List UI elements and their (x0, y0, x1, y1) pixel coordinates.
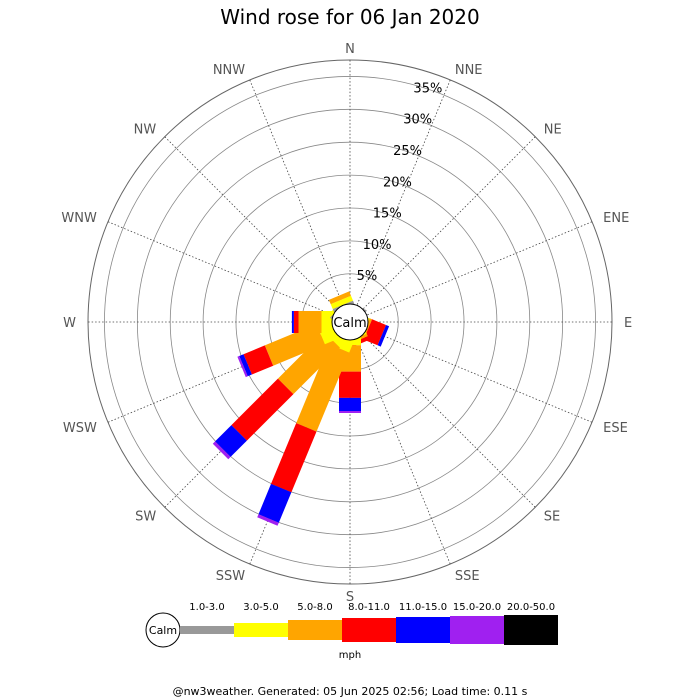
legend-bin-label: 8.0-11.0 (348, 602, 390, 613)
outer-circle (87, 59, 613, 585)
direction-label-ssw: SSW (216, 569, 246, 584)
direction-label-sw: SW (135, 510, 156, 525)
spoke-ne (360, 136, 536, 312)
legend-swatch-3.0-5.0 (234, 623, 288, 637)
sector-ssw-bin-3 (271, 423, 317, 493)
spoke-ese (364, 327, 593, 423)
calm-label: Calm (333, 316, 366, 331)
spoke-se (360, 332, 536, 508)
sector-wsw-bin-2 (264, 324, 325, 366)
sector-ese-bin-4 (377, 325, 390, 347)
direction-label-nne: NNE (455, 63, 483, 78)
radial-tick-label: 25% (393, 144, 422, 159)
sector-ssw-bin-5 (257, 514, 279, 526)
direction-label-s: S (346, 590, 354, 605)
legend-swatch-11.0-15.0 (396, 617, 450, 643)
spoke-wnw (107, 221, 336, 317)
legend-bin-label: 15.0-20.0 (453, 602, 501, 613)
radial-tick-label: 15% (373, 207, 402, 222)
direction-label-ene: ENE (603, 211, 629, 226)
radial-tick-label: 30% (403, 113, 432, 128)
sector-sw-bin-2 (277, 332, 340, 395)
legend-bin-label: 3.0-5.0 (243, 602, 278, 613)
radial-tick-label: 10% (363, 238, 392, 253)
legend-swatch-5.0-8.0 (288, 620, 342, 640)
spoke-nw (164, 136, 340, 312)
direction-label-nnw: NNW (213, 63, 245, 78)
direction-label-ese: ESE (603, 421, 628, 436)
sector-s-bin-3 (339, 371, 361, 398)
legend-swatch-8.0-11.0 (342, 618, 396, 642)
sector-ssw-bin-2 (296, 344, 350, 432)
sector-nnw-bin-2 (328, 291, 351, 305)
legend-bin-label: 20.0-50.0 (507, 602, 555, 613)
radial-tick-label: 5% (357, 269, 378, 284)
direction-label-ne: NE (544, 122, 562, 137)
sector-wsw-bin-4 (239, 354, 252, 377)
legend-swatch-20.0-50.0 (504, 615, 558, 645)
calm-circle (331, 303, 369, 341)
legend-swatch-1.0-3.0 (180, 626, 234, 634)
footer-text: @nw3weather. Generated: 05 Jun 2025 02:5… (173, 685, 528, 698)
sector-wsw-bin-3 (243, 345, 274, 375)
legend-swatch-15.0-20.0 (450, 616, 504, 644)
legend-calm-label: Calm (149, 624, 177, 637)
direction-label-se: SE (544, 510, 560, 525)
direction-label-nw: NW (134, 122, 157, 137)
legend-unit-label: mph (339, 650, 361, 661)
spoke-nnw (249, 79, 345, 308)
direction-label-wsw: WSW (63, 421, 97, 436)
sector-ssw-bin-4 (258, 483, 292, 523)
sector-w-bin-3 (293, 311, 299, 333)
chart-title: Wind rose for 06 Jan 2020 (220, 5, 479, 29)
sector-sw-bin-5 (212, 441, 231, 460)
spoke-sse (355, 336, 451, 565)
sector-wsw-bin-5 (237, 356, 248, 378)
sector-w-bin-2 (298, 311, 322, 333)
legend: Calm 1.0-3.0 3.0-5.0 5.0-8.0 8.0-11.0 11.0-15… (145, 602, 558, 661)
spoke-nne (355, 79, 451, 308)
legend-bin-label: 5.0-8.0 (297, 602, 332, 613)
spoke-wsw (107, 327, 336, 423)
grid-circle (169, 141, 531, 503)
direction-label-n: N (345, 42, 355, 57)
sector-w-bin-4 (291, 311, 294, 333)
sector-nnw-bin-1 (330, 295, 353, 309)
sector-ese-bin-3 (363, 319, 386, 346)
legend-bin-label: 11.0-15.0 (399, 602, 447, 613)
grid-circle (104, 76, 596, 568)
sector-sw-bin-4 (215, 425, 247, 457)
sector-sw-bin-3 (231, 378, 294, 441)
spoke-ene (364, 221, 593, 317)
sector-s-bin-4 (339, 397, 361, 411)
legend-bin-label: 1.0-3.0 (189, 602, 224, 613)
radial-tick-label: 20% (383, 175, 412, 190)
direction-label-sse: SSE (455, 569, 480, 584)
sector-s-bin-5 (339, 411, 361, 413)
grid-circle (202, 174, 498, 470)
direction-label-e: E (624, 316, 632, 331)
radial-tick-label: 35% (413, 81, 442, 96)
direction-label-w: W (63, 316, 76, 331)
direction-label-wnw: WNW (61, 211, 97, 226)
